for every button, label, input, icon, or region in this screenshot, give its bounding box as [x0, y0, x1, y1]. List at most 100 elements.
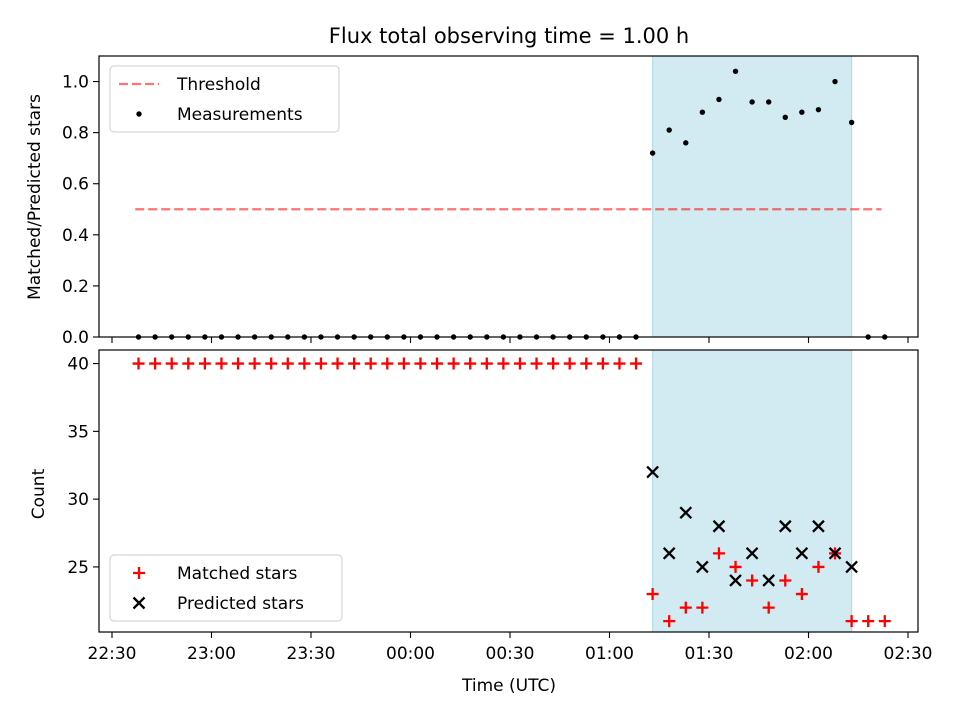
data-point-matched	[712, 547, 725, 560]
data-point-matched	[596, 357, 609, 370]
data-point-matched	[198, 357, 211, 370]
data-point-predicted	[729, 574, 742, 587]
data-point-measurement	[799, 109, 805, 115]
data-point-predicted	[696, 560, 709, 574]
data-point-matched	[812, 560, 825, 573]
legend-marker-measurement	[136, 111, 142, 117]
data-point-matched	[331, 357, 344, 370]
x-tick-label: 02:30	[884, 644, 933, 664]
data-point-matched	[414, 357, 427, 370]
data-point-matched	[762, 601, 775, 614]
data-point-matched	[663, 615, 676, 628]
data-point-matched	[281, 357, 294, 370]
data-point-matched	[547, 357, 560, 370]
data-point-measurement	[683, 140, 689, 146]
data-point-matched	[513, 357, 526, 370]
legend-box	[109, 554, 343, 622]
data-point-matched	[314, 357, 327, 370]
bottom-chart-xlabel: Time (UTC)	[461, 676, 556, 696]
y-tick-label: 0.0	[62, 328, 89, 348]
top-chart-ylabel: Matched/Predicted stars	[25, 94, 45, 300]
data-point-matched	[530, 357, 543, 370]
y-tick-label: 30	[67, 490, 89, 510]
y-tick-label: 0.4	[62, 226, 89, 246]
data-point-measurement	[716, 96, 722, 103]
y-tick-label: 35	[67, 422, 89, 442]
data-point-predicted	[679, 506, 693, 520]
legend-label: Threshold	[176, 75, 261, 95]
legend: Threshold Measurements	[109, 65, 340, 133]
bottom-chart: 25 30 35 40 22:30 23:00 23:30 00:00 00:30 01:00 01…	[67, 349, 933, 664]
legend-marker-predicted	[132, 596, 146, 610]
data-point-matched	[149, 357, 162, 370]
data-point-matched	[779, 574, 792, 587]
data-point-matched	[696, 601, 709, 614]
data-point-measurement	[649, 150, 656, 156]
legend-label: Predicted stars	[177, 594, 304, 614]
top-chart-title: Flux total observing time = 1.00 h	[329, 24, 689, 48]
data-point-measurement	[732, 68, 739, 75]
data-point-measurement	[832, 78, 838, 85]
data-point-matched	[248, 357, 261, 370]
data-point-matched	[563, 357, 576, 370]
data-point-matched	[381, 357, 394, 370]
y-tick-label: 0.2	[62, 277, 89, 297]
data-point-measurement	[666, 127, 672, 133]
data-point-matched	[232, 357, 245, 370]
y-tick-label: 0.6	[62, 175, 89, 195]
data-point-matched	[447, 357, 460, 370]
x-tick-label: 01:30	[685, 644, 734, 664]
y-tick-label: 1.0	[62, 73, 89, 93]
data-point-predicted	[795, 547, 809, 560]
data-point-measurement	[766, 99, 772, 105]
data-point-predicted	[778, 519, 792, 533]
data-point-matched	[862, 615, 875, 628]
data-point-matched	[480, 357, 493, 370]
axes-frame	[98, 55, 919, 338]
data-point-predicted	[712, 519, 726, 533]
data-point-matched	[215, 357, 228, 370]
x-tick-label: 02:00	[784, 644, 833, 664]
data-point-predicted	[845, 560, 858, 574]
data-point-measurement	[749, 99, 755, 105]
x-tick-label: 01:00	[585, 644, 634, 664]
data-point-measurement	[699, 109, 706, 115]
data-point-matched	[878, 615, 891, 628]
data-point-matched	[646, 588, 659, 601]
legend-label: Matched stars	[177, 564, 297, 584]
data-point-measurement	[815, 106, 822, 113]
data-point-matched	[132, 357, 145, 370]
data-point-predicted	[745, 547, 759, 560]
axes-frame	[98, 349, 919, 633]
data-point-matched	[630, 357, 643, 370]
data-point-measurement	[782, 114, 788, 121]
y-tick-label: 0.8	[62, 124, 89, 144]
legend-marker-matched	[133, 567, 145, 579]
x-tick-label: 00:00	[386, 644, 435, 664]
data-point-measurement	[848, 119, 855, 126]
top-chart: 0.0 0.2 0.4 0.6 0.8 1.0 Threshold Measurements	[62, 55, 919, 348]
data-point-matched	[464, 357, 477, 370]
bottom-chart-ylabel: Count	[29, 468, 49, 519]
data-point-matched	[431, 357, 444, 370]
data-point-matched	[298, 357, 311, 370]
data-point-matched	[845, 615, 858, 628]
data-point-predicted	[812, 519, 825, 533]
data-point-matched	[679, 601, 692, 614]
data-point-matched	[580, 357, 593, 370]
data-point-matched	[613, 357, 626, 370]
y-tick-label: 40	[67, 355, 89, 375]
data-point-matched	[348, 357, 361, 370]
data-point-matched	[165, 357, 178, 370]
data-point-matched	[397, 357, 410, 370]
data-point-predicted	[762, 574, 776, 587]
data-point-matched	[265, 357, 278, 370]
data-point-predicted	[646, 465, 659, 479]
data-point-matched	[795, 588, 808, 601]
legend-box	[109, 65, 340, 133]
data-point-matched	[729, 560, 742, 573]
y-tick-label: 25	[67, 558, 89, 578]
data-point-matched	[746, 574, 759, 587]
